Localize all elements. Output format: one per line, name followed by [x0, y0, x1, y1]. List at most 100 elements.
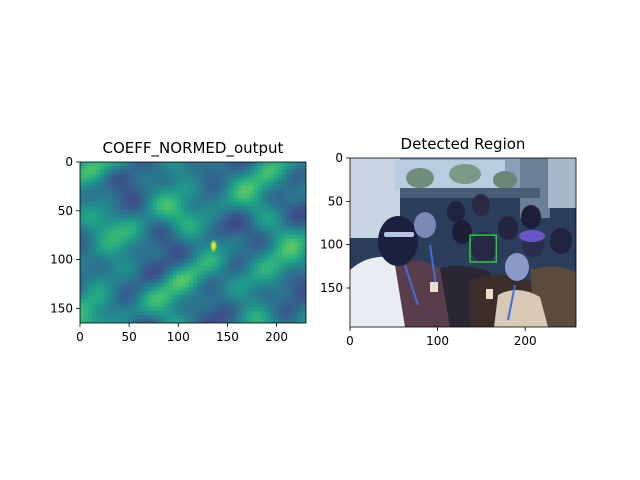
heatmap-cell	[245, 194, 251, 199]
heatmap-cell	[172, 190, 178, 195]
heatmap-cell	[156, 302, 162, 308]
heatmap-cell	[84, 318, 89, 323]
heatmap-cell	[156, 294, 162, 300]
heatmap-cell	[172, 306, 178, 312]
heatmap-cell	[233, 170, 238, 175]
heatmap-cell	[120, 186, 125, 191]
heatmap-cell	[92, 178, 97, 183]
heatmap-cell	[176, 318, 182, 323]
heatmap-cell	[104, 286, 109, 292]
heatmap-cell	[176, 302, 182, 308]
heatmap-cell	[164, 234, 170, 240]
heatmap-cell	[209, 266, 214, 272]
heatmap-cell	[172, 278, 178, 284]
heatmap-cell	[229, 210, 234, 215]
heatmap-cell	[289, 182, 295, 187]
heatmap-cell	[229, 238, 234, 244]
heatmap-cell	[144, 306, 150, 312]
heatmap-cell	[124, 234, 130, 240]
heatmap-cell	[229, 282, 234, 288]
heatmap-cell	[92, 266, 97, 272]
heatmap-cell	[233, 262, 238, 268]
heatmap-cell	[297, 218, 303, 223]
heatmap-cell	[112, 166, 117, 171]
heatmap-cell	[184, 246, 190, 252]
heatmap-cell	[140, 266, 146, 272]
heatmap-cell	[168, 314, 174, 320]
heatmap-cell	[140, 274, 146, 280]
heatmap-cell	[108, 246, 113, 252]
heatmap-cell	[201, 190, 206, 195]
heatmap-cell	[253, 266, 259, 272]
heatmap-cell	[88, 182, 93, 187]
heatmap-cell	[245, 298, 251, 304]
heatmap-cell	[184, 250, 190, 256]
heatmap-cell	[253, 170, 259, 175]
heatmap-cell	[128, 166, 134, 171]
heatmap-cell	[144, 174, 150, 179]
heatmap-cell	[112, 294, 117, 300]
heatmap-cell	[124, 282, 130, 288]
heatmap-cell	[197, 242, 202, 248]
heatmap-cell	[140, 302, 146, 308]
heatmap-cell	[128, 294, 134, 300]
heatmap-cell	[124, 270, 130, 276]
heatmap-cell	[156, 306, 162, 312]
heatmap-cell	[176, 274, 182, 280]
heatmap-cell	[144, 246, 150, 252]
heatmap-cell	[257, 246, 263, 252]
heatmap-cell	[164, 290, 170, 296]
heatmap-cell	[289, 230, 295, 236]
heatmap-cell	[156, 258, 162, 264]
heatmap-cell	[124, 278, 130, 284]
heatmap-cell	[197, 266, 202, 272]
heatmap-cell	[152, 194, 158, 199]
heatmap-cell	[168, 310, 174, 316]
heatmap-cell	[100, 210, 105, 215]
heatmap-cell	[100, 238, 105, 244]
heatmap-cell	[156, 182, 162, 187]
heatmap-cell	[301, 234, 306, 240]
heatmap-cell	[136, 242, 142, 248]
heatmap-cell	[293, 302, 299, 308]
heatmap-cell	[116, 238, 121, 244]
heatmap-cell	[249, 298, 255, 304]
heatmap-cell	[88, 186, 93, 191]
heatmap-cell	[168, 254, 174, 260]
heatmap-cell	[92, 258, 97, 264]
heatmap-cell	[209, 250, 214, 256]
heatmap-cell	[136, 302, 142, 308]
heatmap-cell	[144, 318, 150, 323]
heatmap-cell	[289, 234, 295, 240]
heatmap-cell	[116, 218, 121, 223]
heatmap-cell	[184, 202, 190, 207]
heatmap-cell	[301, 226, 306, 232]
heatmap-cell	[116, 206, 121, 211]
heatmap-cell	[80, 294, 85, 300]
heatmap-cell	[273, 274, 279, 280]
heatmap-cell	[104, 206, 109, 211]
heatmap-cell	[140, 234, 146, 240]
heatmap-cell	[225, 170, 230, 175]
heatmap-cell	[172, 170, 178, 175]
heatmap-cell	[152, 254, 158, 260]
heatmap-cell	[188, 202, 194, 207]
heatmap-cell	[245, 214, 251, 219]
heatmap-cell	[184, 166, 190, 171]
heatmap-cell	[188, 226, 194, 232]
heatmap-cell	[116, 210, 121, 215]
heatmap-cell	[249, 294, 255, 300]
heatmap-cell	[160, 230, 166, 236]
heatmap-cell	[140, 246, 146, 252]
heatmap-cell	[293, 166, 299, 171]
heatmap-cell	[229, 166, 234, 171]
heatmap-cell	[116, 270, 121, 276]
heatmap-cell	[197, 178, 202, 183]
heatmap-cell	[148, 202, 154, 207]
heatmap-cell	[184, 178, 190, 183]
heatmap-cell	[180, 314, 186, 320]
heatmap-cell	[172, 206, 178, 211]
heatmap-cell	[297, 282, 303, 288]
heatmap-cell	[277, 242, 283, 248]
